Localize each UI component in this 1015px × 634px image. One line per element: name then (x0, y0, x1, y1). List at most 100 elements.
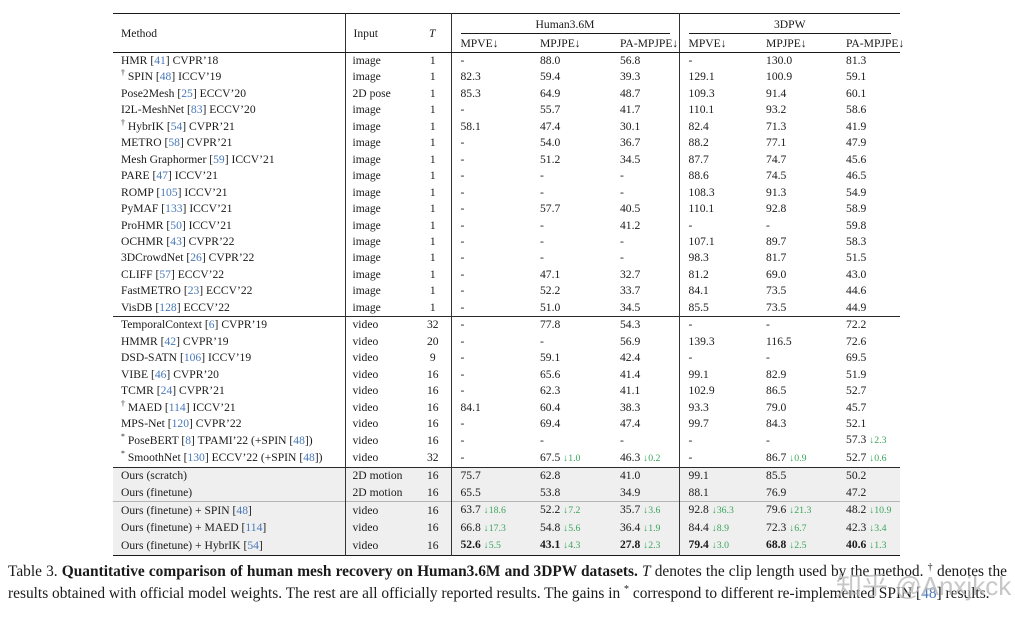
gain-annotation: ↓2.3 (643, 540, 661, 552)
gain-annotation: ↓21.3 (789, 505, 812, 517)
table-row: VIBE [46] CVPR’20 video 16- 65.6 41.4 99.1 82.… (113, 366, 900, 384)
citation-link[interactable]: 58 (168, 136, 180, 150)
citation-link[interactable]: 114 (245, 521, 263, 535)
method-cell: Ours (finetune) (113, 484, 346, 502)
star-marker: * (121, 449, 125, 459)
citation-link[interactable]: 48 (236, 503, 248, 517)
metric-cell: 81.7 (757, 250, 837, 266)
metric-value: 79.4 (688, 538, 709, 552)
metric-cell: - (451, 267, 531, 283)
metric-value: 98.3 (688, 251, 709, 265)
clip-length-cell: 1 (415, 85, 452, 103)
citation-link[interactable]: 83 (190, 103, 203, 117)
metric-cell: - (451, 367, 531, 383)
citation-link[interactable]: 106 (183, 351, 202, 365)
metric-cell: - (451, 201, 531, 217)
metric-value: 82.4 (688, 119, 709, 133)
citation-link[interactable]: 130 (187, 451, 205, 465)
citation-link[interactable]: 133 (165, 202, 183, 216)
table-row: TemporalContext [6] CVPR’19 video 32-77.8 5… (113, 316, 901, 334)
gain-annotation: ↓10.9 (869, 505, 892, 517)
metric-value: 84.3 (766, 416, 787, 430)
metric-value: - (460, 416, 465, 430)
citation-link[interactable]: 42 (164, 334, 177, 348)
citation-link[interactable]: 114 (168, 400, 186, 414)
metric-value: 60.4 (540, 400, 561, 414)
citation-link[interactable]: 57 (159, 267, 171, 281)
metric-cell: 54.0 (531, 135, 611, 151)
metric-cell: 34.5 (611, 299, 680, 317)
citation-link[interactable]: 54 (170, 119, 183, 133)
metric-cell: 45.6 (837, 152, 900, 168)
metric-value: - (460, 451, 465, 465)
metric-value: 67.5 (540, 450, 561, 464)
metric-cell: - (451, 152, 531, 168)
metric-value: 74.5 (766, 169, 787, 183)
gain-annotation: ↓4.3 (563, 540, 581, 552)
citation-link[interactable]: 50 (170, 218, 182, 232)
metric-value: 27.8 (620, 538, 641, 552)
metric-cell: 69.0 (757, 267, 837, 283)
metric-cell: 89.7 (757, 234, 837, 250)
metric-value: 54.8 (540, 520, 561, 534)
citation-link[interactable]: 59 (213, 152, 225, 166)
metric-value: 52.7 (846, 384, 867, 398)
citation-link[interactable]: 23 (187, 284, 200, 298)
citation-link[interactable]: 26 (190, 251, 202, 265)
metric-cell: 35.7 ↓3.6 (611, 501, 680, 520)
metric-cell: 43.0 (837, 267, 900, 283)
citation-link[interactable]: 128 (159, 300, 177, 314)
metric-value: 41.2 (620, 218, 641, 232)
metric-value: 42.3 (846, 520, 867, 534)
citation-link[interactable]: 46 (154, 367, 167, 381)
metric-cell: - (679, 53, 757, 70)
metric-cell: 75.7 (451, 467, 531, 485)
citation-link[interactable]: 48 (293, 433, 305, 447)
metric-cell: - (451, 218, 531, 234)
metric-cell: 38.3 (611, 399, 680, 416)
metric-cell: 79.4 ↓3.0 (679, 537, 757, 555)
metric-cell: 93.2 (757, 102, 837, 118)
metric-value: 77.1 (766, 136, 787, 150)
citation-link[interactable]: 48 (921, 585, 937, 603)
metric-value: 58.3 (846, 234, 867, 248)
metric-value: - (460, 433, 465, 447)
metric-cell: - (531, 250, 611, 266)
clip-length-cell: 16 (415, 399, 452, 416)
citation-link[interactable]: 24 (160, 384, 173, 398)
metric-value: 53.8 (540, 485, 561, 499)
method-cell: HMMR [42] CVPR’19 (113, 333, 346, 351)
citation-link[interactable]: 105 (160, 185, 178, 199)
metric-cell: 67.5 ↓1.0 (531, 450, 611, 468)
gain-annotation: ↓2.5 (789, 540, 807, 552)
metric-cell: - (531, 432, 611, 449)
metric-cell: 42.3 ↓3.4 (837, 520, 900, 537)
metric-value: 84.1 (688, 284, 709, 298)
citation-link[interactable]: 48 (303, 451, 315, 465)
caption-segment: T (642, 563, 651, 580)
metric-value: 55.7 (540, 103, 561, 117)
citation-link[interactable]: 120 (171, 416, 189, 430)
metric-value: 40.5 (620, 202, 641, 216)
citation-link[interactable]: 47 (156, 169, 168, 183)
metric-value: 57.7 (540, 202, 561, 216)
metric-value: 36.7 (620, 136, 641, 150)
metric-value: - (460, 334, 465, 348)
citation-link[interactable]: 25 (181, 86, 193, 100)
metric-cell: 92.8 (757, 201, 837, 217)
metric-value: 47.2 (846, 485, 867, 499)
metric-value: 34.5 (620, 300, 641, 314)
citation-link[interactable]: 48 (159, 70, 172, 84)
citation-link[interactable]: 41 (154, 54, 166, 67)
table-row: Pose2Mesh [25] ECCV’20 2D pose 1 85.3 64.9 48… (113, 85, 900, 103)
results-table-container: Method Input T Human3.6M 3DPW MPVE↓ MPJP… (113, 13, 904, 556)
input-cell: image (352, 152, 381, 166)
citation-link[interactable]: 43 (170, 234, 182, 248)
metric-value: 41.9 (846, 119, 867, 133)
citation-link[interactable]: 6 (208, 318, 215, 332)
clip-length-cell: 1 (415, 250, 452, 267)
table-caption: Table 3. Quantitative comparison of huma… (8, 561, 1007, 606)
metric-value: 62.8 (540, 469, 561, 483)
citation-link[interactable]: 54 (247, 538, 259, 552)
citation-link[interactable]: 8 (185, 433, 192, 447)
